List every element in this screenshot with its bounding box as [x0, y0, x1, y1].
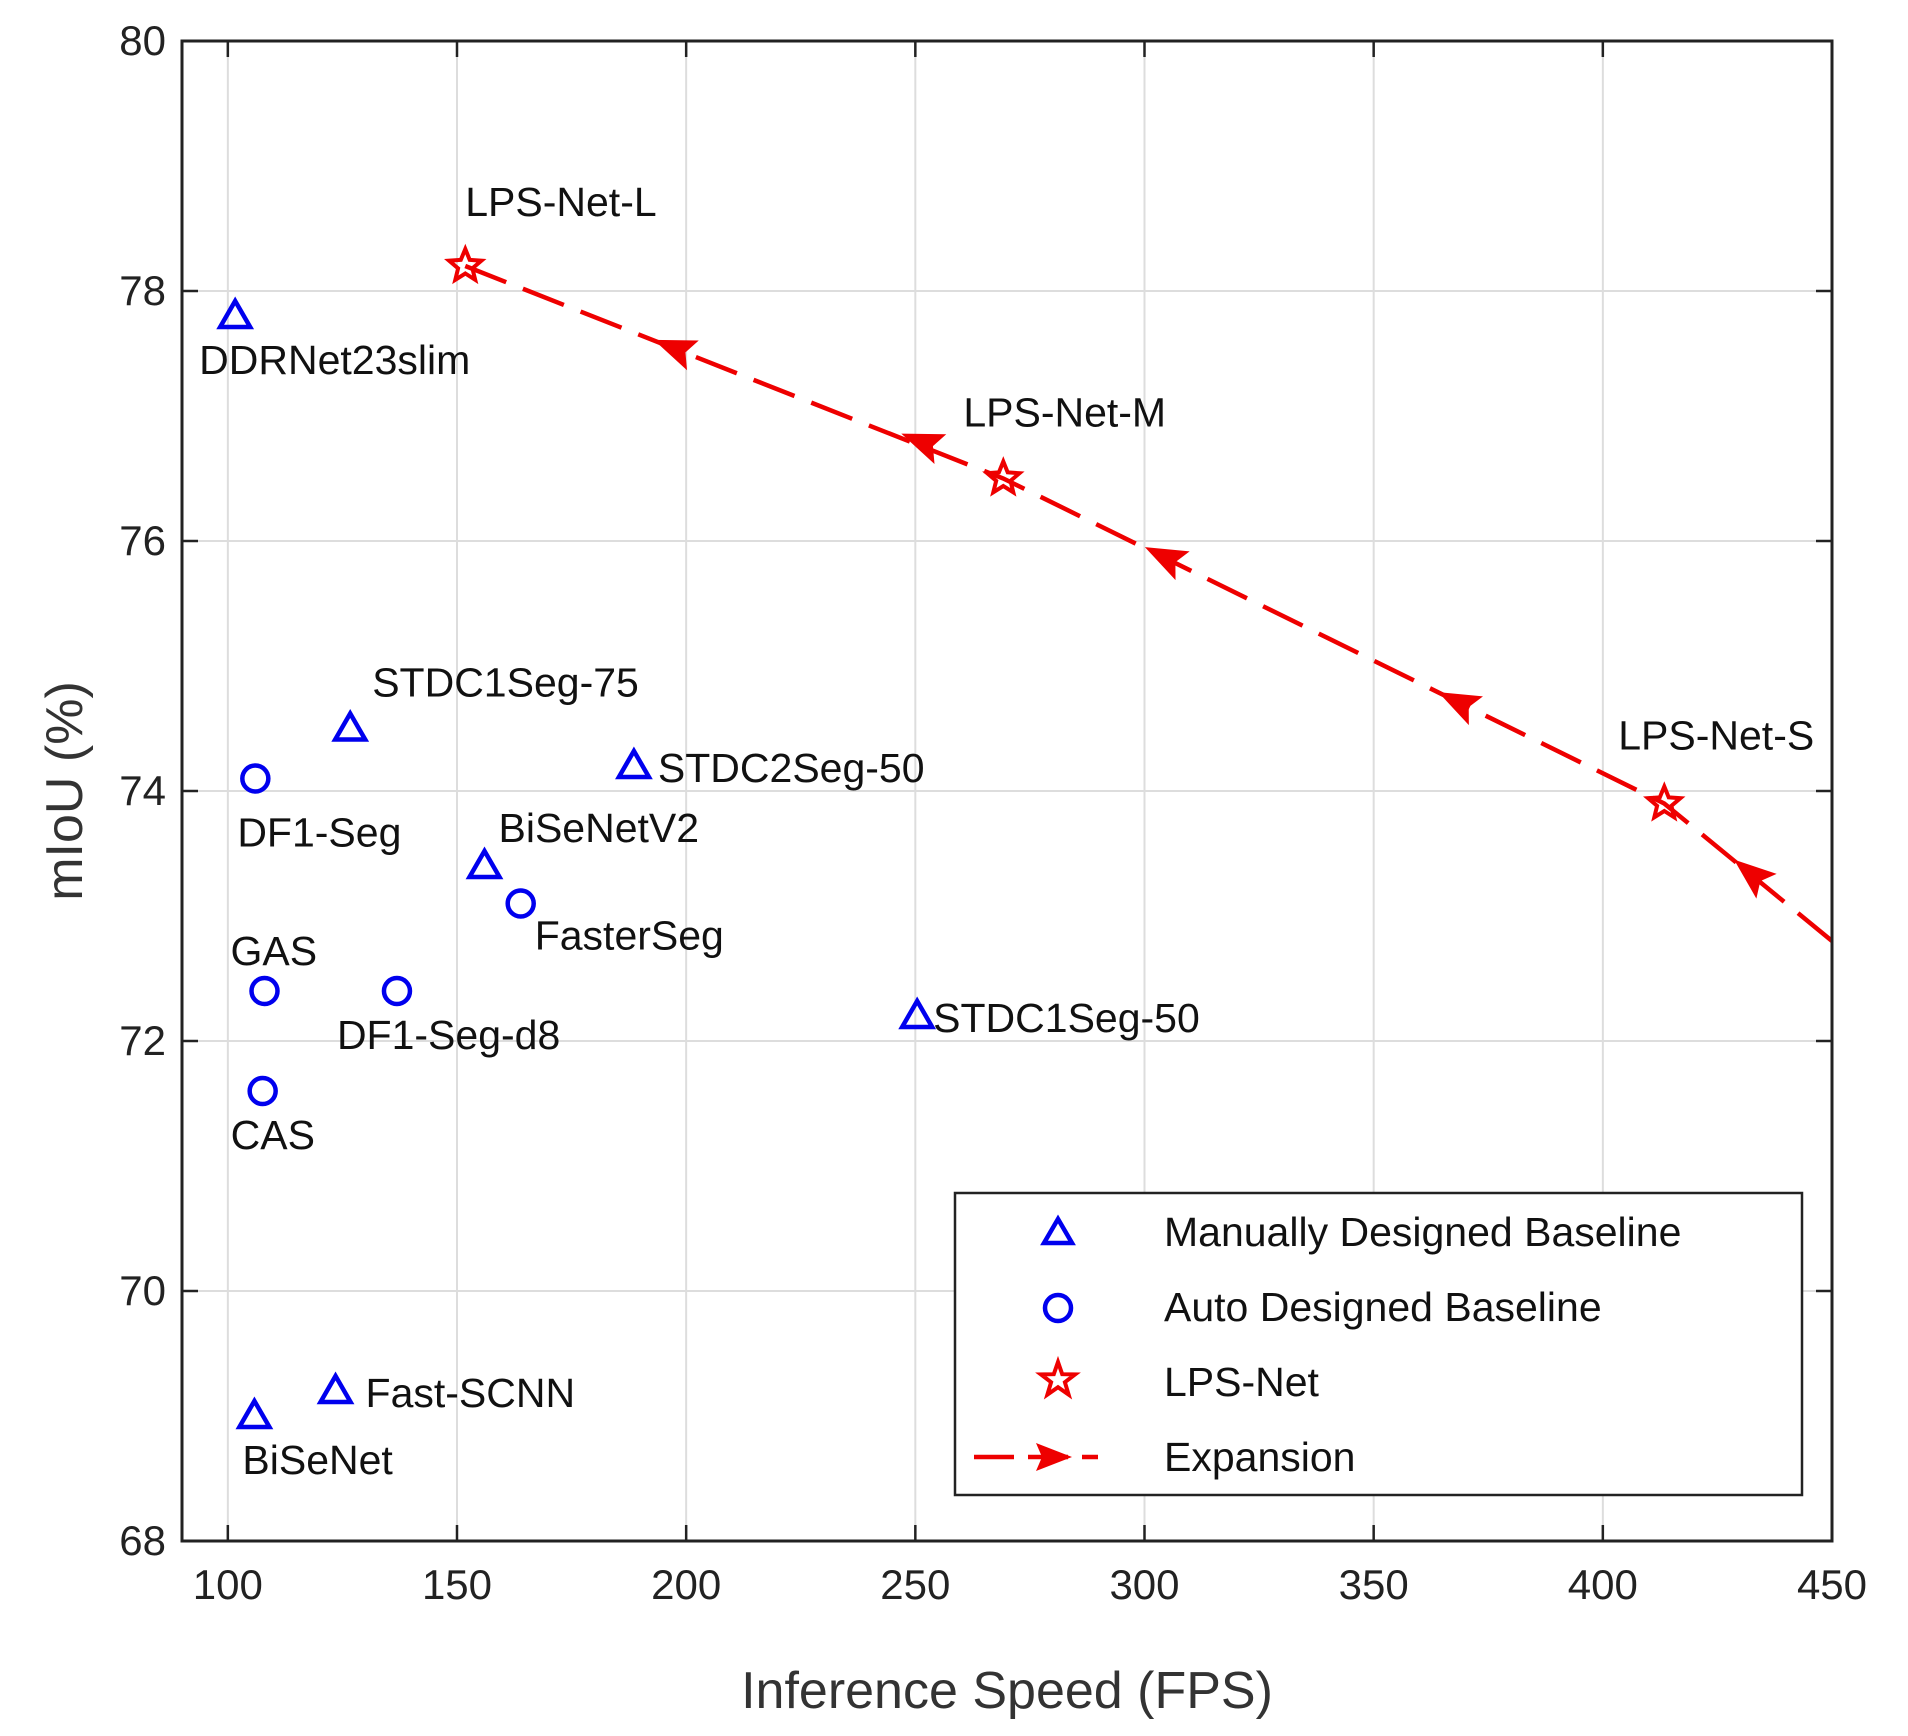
- circle-marker: [247, 1075, 278, 1107]
- point-label: STDC1Seg-75: [372, 660, 639, 706]
- triangle-marker: [316, 1371, 355, 1405]
- star-marker: [1643, 781, 1686, 822]
- star-marker: [444, 243, 487, 285]
- triangle-marker: [216, 296, 255, 330]
- legend-label-manual: Manually Designed Baseline: [1164, 1209, 1681, 1255]
- x-tick-label: 450: [1797, 1561, 1867, 1608]
- point-label: STDC1Seg-50: [933, 995, 1200, 1041]
- expansion-arrowhead: [1438, 692, 1483, 726]
- point-label: BiSeNetV2: [499, 805, 700, 851]
- point-label: DF1-Seg: [237, 810, 401, 856]
- circle-marker: [505, 888, 536, 919]
- legend-label-auto: Auto Designed Baseline: [1164, 1284, 1602, 1330]
- y-tick-label: 68: [119, 1517, 166, 1564]
- point-labels: DDRNet23slim STDC1Seg-75 STDC2Seg-50 BiSeNe…: [199, 179, 1814, 1483]
- point-label: CAS: [231, 1112, 315, 1158]
- legend-star-marker: [1035, 1355, 1081, 1400]
- legend-label-lpsnet: LPS-Net: [1164, 1359, 1320, 1405]
- expansion-line: [464, 263, 1834, 943]
- star-marker: [982, 456, 1025, 497]
- expansion-arrowhead: [901, 433, 947, 464]
- axis-ticks: 100 150 200 250 300 350 400 450 68 70 72 74 76 78 80: [119, 17, 1867, 1608]
- x-tick-label: 300: [1109, 1561, 1179, 1608]
- triangle-marker: [465, 846, 504, 880]
- point-label: LPS-Net-M: [963, 390, 1166, 436]
- x-axis-title: Inference Speed (FPS): [741, 1662, 1273, 1720]
- triangle-marker: [898, 996, 937, 1030]
- point-label: LPS-Net-S: [1618, 713, 1814, 759]
- point-label: GAS: [231, 928, 318, 974]
- y-tick-label: 70: [119, 1267, 166, 1314]
- triangle-marker: [331, 708, 370, 742]
- triangle-marker: [615, 746, 653, 780]
- x-tick-label: 100: [193, 1561, 263, 1608]
- point-label: BiSeNet: [242, 1437, 393, 1483]
- point-label: DF1-Seg-d8: [337, 1012, 560, 1058]
- expansion-arrowhead: [1144, 547, 1190, 581]
- x-tick-label: 400: [1568, 1561, 1638, 1608]
- expansion-arrowhead: [1734, 859, 1777, 899]
- point-label: Fast-SCNN: [366, 1370, 576, 1416]
- y-tick-label: 74: [119, 767, 166, 814]
- data-points: [216, 243, 1686, 1430]
- x-tick-label: 150: [422, 1561, 492, 1608]
- point-label: STDC2Seg-50: [658, 745, 925, 791]
- point-label: LPS-Net-L: [465, 179, 656, 225]
- y-tick-label: 80: [119, 17, 166, 64]
- expansion-arrowhead: [653, 339, 699, 371]
- point-label: DDRNet23slim: [199, 337, 470, 383]
- x-tick-label: 250: [880, 1561, 950, 1608]
- y-tick-label: 76: [119, 517, 166, 564]
- grid: [182, 41, 1832, 1541]
- legend-label-expansion: Expansion: [1164, 1434, 1355, 1480]
- legend-box: [953, 1191, 1804, 1497]
- legend: Manually Designed Baseline Auto Designed…: [953, 1191, 1804, 1497]
- x-tick-label: 200: [651, 1561, 721, 1608]
- x-tick-label: 350: [1339, 1561, 1409, 1608]
- y-axis-title: mIoU (%): [36, 681, 94, 901]
- legend-circle-marker: [1042, 1292, 1074, 1324]
- circle-marker: [381, 975, 413, 1007]
- legend-triangle-marker: [1040, 1214, 1076, 1246]
- legend-expansion-arrow: [1036, 1443, 1072, 1471]
- expansion-series: [464, 263, 1834, 943]
- circle-marker: [240, 763, 271, 794]
- y-tick-label: 72: [119, 1017, 166, 1064]
- circle-marker: [249, 975, 280, 1007]
- point-label: FasterSeg: [535, 913, 724, 959]
- y-tick-label: 78: [119, 267, 166, 314]
- triangle-marker: [235, 1396, 274, 1430]
